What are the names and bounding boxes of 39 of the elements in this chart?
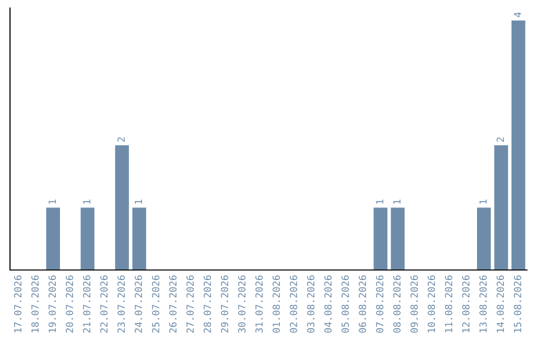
x-tick-label: 10.08.2026 xyxy=(428,275,436,332)
x-tick-label: 08.08.2026 xyxy=(393,275,401,333)
x-tick-label: 25.07.2026 xyxy=(152,275,160,333)
x-tick-label: 12.08.2026 xyxy=(462,275,470,332)
x-tick-label: 20.07.2026 xyxy=(66,275,74,333)
data-label: 4 xyxy=(514,12,522,18)
x-tick-label: 17.07.2026 xyxy=(14,275,22,332)
data-label: 1 xyxy=(480,200,487,204)
data-label: 1 xyxy=(376,200,384,204)
x-tick-label: 03.08.2026 xyxy=(307,275,314,333)
x-tick-label: 28.07.2026 xyxy=(204,275,212,333)
x-tick-label: 05.08.2026 xyxy=(342,275,349,333)
x-tick-label: 02.08.2026 xyxy=(290,275,298,333)
x-tick-label: 18.07.2026 xyxy=(31,275,39,332)
x-tick-label: 09.08.2026 xyxy=(410,275,418,333)
x-tick-label: 31.07.2026 xyxy=(255,275,263,333)
x-tick-label: 07.08.2026 xyxy=(376,275,384,333)
x-tick-label: 13.08.2026 xyxy=(479,275,487,332)
x-tick-label: 22.07.2026 xyxy=(100,275,108,333)
data-label: 1 xyxy=(393,200,400,204)
data-label: 1 xyxy=(48,200,56,204)
data-label: 2 xyxy=(496,137,504,142)
data-label: 2 xyxy=(118,137,125,142)
x-tick-label: 21.07.2026 xyxy=(83,275,90,333)
x-tick-label: 11.08.2026 xyxy=(444,275,452,332)
x-tick-label: 24.07.2026 xyxy=(134,275,142,333)
x-tick-label: 04.08.2026 xyxy=(324,275,332,333)
data-label: 1 xyxy=(134,200,142,204)
x-tick-label: 14.08.2026 xyxy=(496,275,504,332)
data-label: 1 xyxy=(83,200,90,204)
x-tick-label: 06.08.2026 xyxy=(358,275,366,333)
x-tick-label: 27.07.2026 xyxy=(186,275,194,333)
x-tick-label: 19.07.2026 xyxy=(48,275,56,332)
x-tick-label: 26.07.2026 xyxy=(169,275,177,333)
x-tick-label: 29.07.2026 xyxy=(220,275,228,333)
x-tick-label: 30.07.2026 xyxy=(238,275,246,333)
x-tick-label: 23.07.2026 xyxy=(118,275,125,333)
x-tick-label: 01.08.2026 xyxy=(272,275,280,333)
x-tick-label: 15.08.2026 xyxy=(514,275,522,332)
